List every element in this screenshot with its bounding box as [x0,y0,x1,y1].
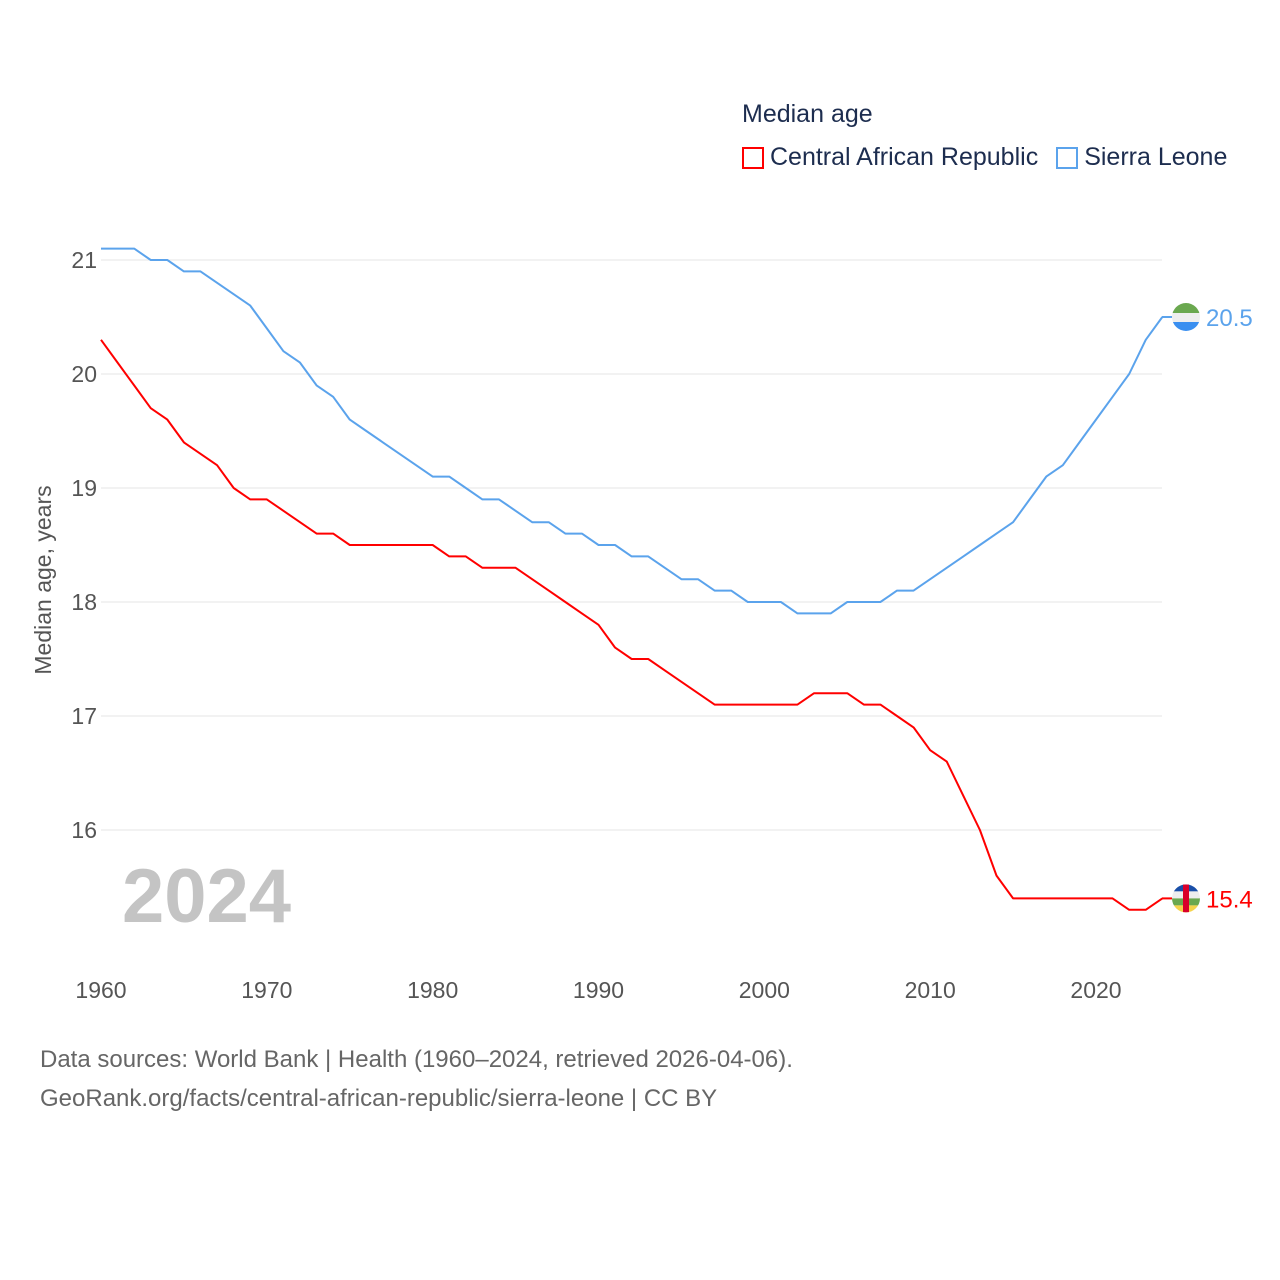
y-tick-label: 20 [71,361,97,387]
flag-stripe [1172,313,1200,322]
y-tick-label: 19 [71,475,97,501]
legend-swatch [742,146,764,169]
current-year-label: 2024 [122,854,291,939]
end-value-label: 20.5 [1206,305,1253,332]
x-tick-label: 1970 [241,977,292,1003]
flag-stripe [1172,322,1200,331]
flag-stripe [1172,303,1200,313]
end-value-label: 15.4 [1206,886,1253,913]
y-tick-label: 18 [71,589,97,615]
x-tick-label: 2000 [739,977,790,1003]
legend-swatch [1056,146,1079,169]
footer-link[interactable]: GeoRank.org/facts/central-african-republ… [40,1085,718,1112]
y-tick-label: 17 [71,703,97,729]
x-tick-label: 2020 [1070,977,1121,1003]
y-axis-label: Median age, years [30,485,56,674]
footer-sources: Data sources: World Bank | Health (1960–… [40,1046,793,1073]
legend-title: Median age [742,100,873,128]
x-tick-label: 1990 [573,977,624,1003]
flag-stripe [1183,884,1189,913]
legend: Central African Republic Sierra Leone [742,143,1227,172]
legend-item-sierra-leone[interactable]: Sierra Leone [1056,143,1227,172]
x-tick-label: 1980 [407,977,458,1003]
y-tick-label: 21 [71,247,97,273]
series-line-car [100,339,1163,911]
legend-label: Sierra Leone [1084,143,1228,171]
series-line-sierra-leone [101,247,1164,615]
y-tick-label: 16 [71,817,97,843]
sierra-leone-flag-icon [1172,303,1200,331]
x-tick-label: 1960 [75,977,126,1003]
legend-label: Central African Republic [770,143,1039,171]
x-tick-label: 2010 [905,977,956,1003]
central-african-republic-flag-icon [1172,884,1200,913]
legend-item-car[interactable]: Central African Republic [742,143,1038,172]
